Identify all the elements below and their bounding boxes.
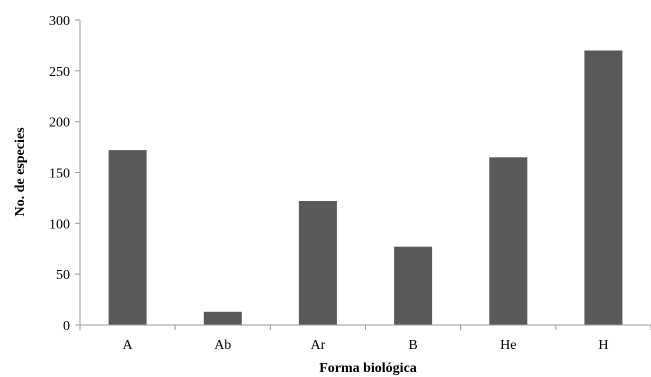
y-tick-label: 150 bbox=[49, 167, 70, 182]
x-tick-label: H bbox=[598, 338, 608, 353]
y-ticks-group: 0 50 100 150 200 250 300 bbox=[49, 14, 80, 334]
y-tick-label: 300 bbox=[49, 14, 70, 29]
y-tick-label: 50 bbox=[56, 268, 70, 283]
y-tick-label: 100 bbox=[49, 217, 70, 232]
x-tick-label: He bbox=[500, 338, 516, 353]
y-tick-label: 200 bbox=[49, 116, 70, 131]
bar-a bbox=[108, 150, 147, 325]
x-tick-label: B bbox=[408, 338, 417, 353]
y-tick-label: 250 bbox=[49, 65, 70, 80]
y-axis-title: No. de especies bbox=[13, 127, 28, 217]
x-tick-label: Ab bbox=[214, 338, 231, 353]
bar-b bbox=[394, 246, 433, 325]
axes-group bbox=[79, 20, 651, 326]
x-axis-title: Forma biológica bbox=[319, 361, 417, 376]
x-tick-label: A bbox=[123, 338, 134, 353]
bar-he bbox=[489, 157, 528, 326]
bar-ar bbox=[298, 201, 337, 325]
bars-group bbox=[108, 50, 623, 326]
bar-h bbox=[584, 50, 623, 325]
y-tick-label: 0 bbox=[63, 319, 70, 334]
bar-ab bbox=[203, 311, 242, 325]
x-tick-label: Ar bbox=[311, 338, 326, 353]
x-ticks-group: A Ab Ar B He H bbox=[79, 325, 651, 353]
